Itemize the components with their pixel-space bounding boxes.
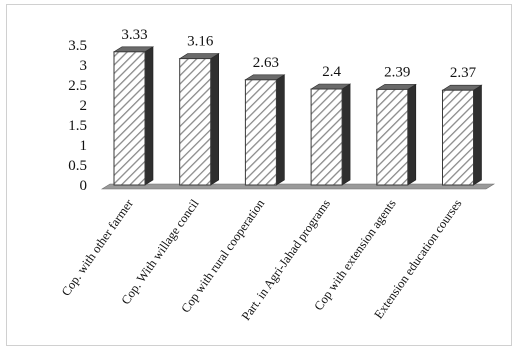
y-tick-label: 0 [80,178,88,194]
bar [244,74,286,186]
bar-side [473,84,482,186]
chart-floor [100,183,496,190]
data-label: 2.39 [384,64,410,80]
bar-side [144,46,154,186]
bar [310,83,352,186]
bar-front [376,88,409,186]
bar [375,83,417,186]
bar-side [341,83,351,186]
data-label: 2.63 [253,55,279,71]
data-label: 3.33 [121,27,147,43]
y-tick-label: 1.5 [68,118,87,134]
bar [112,46,155,186]
bar [178,53,220,186]
y-tick-label: 2 [80,98,88,114]
bar-side [407,83,417,186]
y-tick-label: 1 [80,138,88,154]
y-tick-label: 0.5 [68,158,87,174]
bar [441,84,483,186]
bar-side [276,74,285,186]
y-tick-label: 3 [80,58,88,74]
bar-front [113,51,146,186]
bar-side [210,53,219,186]
category-label: Cop. with other farmer [59,196,137,299]
data-label: 2.4 [322,64,341,80]
bar-front [442,89,474,186]
data-label: 2.37 [450,65,477,81]
bar-front [310,88,343,186]
bar-front [244,79,277,186]
y-tick-label: 2.5 [68,78,87,94]
y-tick-label: 3.5 [68,38,87,54]
bar-front [179,58,212,186]
data-label: 3.16 [187,34,214,50]
